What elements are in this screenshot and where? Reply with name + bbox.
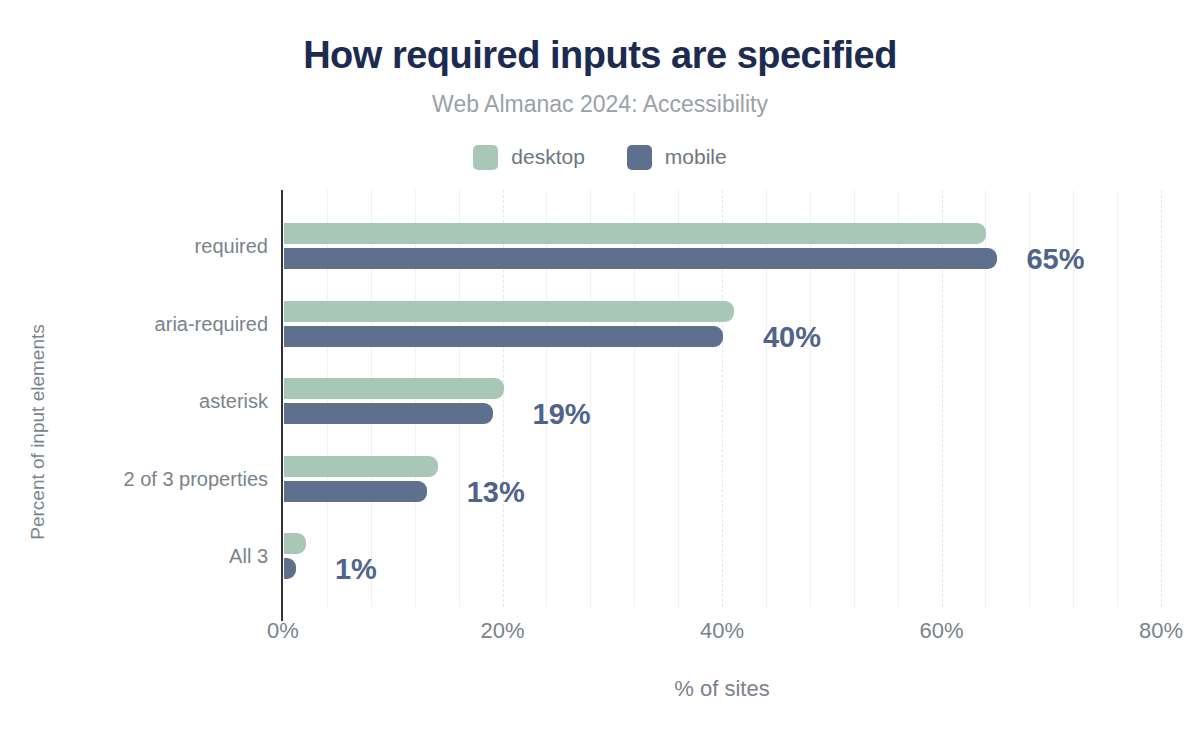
value-label: 40% [763, 322, 821, 352]
gridline-80pct [1161, 190, 1162, 607]
legend: desktop mobile [0, 142, 1200, 172]
category-label: asterisk [38, 387, 268, 415]
value-label: 13% [467, 477, 525, 507]
category-label: 2 of 3 properties [38, 465, 268, 493]
x-tick-label: 0% [267, 618, 299, 644]
chart-canvas: How required inputs are specified Web Al… [0, 0, 1200, 742]
y-axis-title: Percent of input elements [27, 324, 49, 539]
x-tick-label: 20% [480, 618, 524, 644]
gridline-76pct [1117, 190, 1118, 607]
bar-desktop [284, 378, 504, 399]
bar-desktop [284, 456, 438, 477]
x-axis-title: % of sites [283, 676, 1161, 702]
bar-mobile [284, 326, 723, 347]
value-label: 1% [335, 554, 377, 584]
legend-swatch-mobile [627, 145, 652, 170]
bar-desktop [284, 223, 986, 244]
category-label: All 3 [38, 542, 268, 570]
value-label: 65% [1026, 244, 1084, 274]
legend-label: desktop [511, 145, 585, 169]
x-tick-label: 80% [1139, 618, 1183, 644]
bar-mobile [284, 558, 296, 579]
legend-item-desktop: desktop [473, 145, 585, 170]
legend-label: mobile [665, 145, 727, 169]
bar-desktop [284, 301, 734, 322]
value-label: 19% [533, 399, 591, 429]
category-label: required [38, 232, 268, 260]
x-tick-label: 60% [919, 618, 963, 644]
legend-item-mobile: mobile [627, 145, 727, 170]
chart-subtitle: Web Almanac 2024: Accessibility [0, 91, 1200, 118]
bar-mobile [284, 481, 427, 502]
legend-swatch-desktop [473, 145, 498, 170]
plot-area: required65%aria-required40%asterisk19%2 … [283, 190, 1161, 607]
category-label: aria-required [38, 310, 268, 338]
bar-mobile [284, 248, 997, 269]
bar-desktop [284, 533, 306, 554]
x-tick-label: 40% [700, 618, 744, 644]
chart-title: How required inputs are specified [0, 34, 1200, 77]
bar-mobile [284, 403, 493, 424]
y-axis-line [281, 190, 283, 621]
